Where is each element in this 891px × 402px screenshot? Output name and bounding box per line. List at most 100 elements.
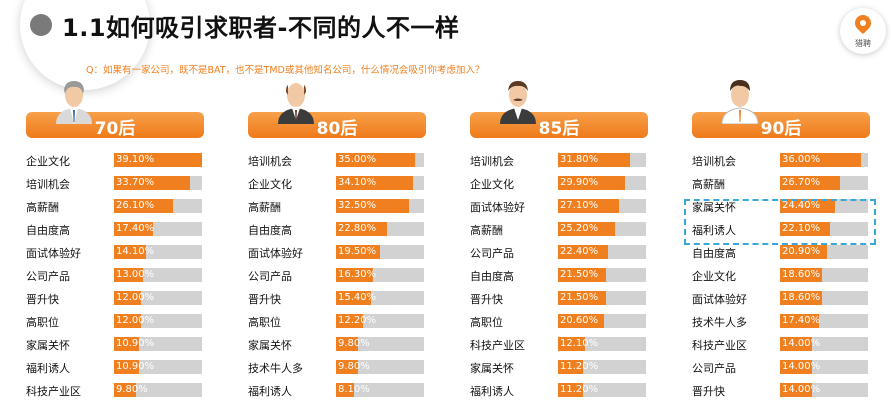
bar-value: 20.60% <box>560 315 599 326</box>
factor-label: 科技产业区 <box>470 339 525 352</box>
generation-label: 85后 <box>538 119 580 139</box>
brand-logo[interactable]: 猎聘 <box>840 8 886 54</box>
factor-list: 企业文化 39.10% 培训机会 33.70% 高薪酬 26.10% 自由度高 17.40% 面… <box>26 149 204 402</box>
factor-label: 晋升快 <box>470 293 503 306</box>
factor-list: 培训机会 36.00% 高薪酬 26.70% 家属关怀 24.40% 福利诱人 22.10% 自… <box>692 149 870 402</box>
bar-track: 27.10% <box>558 199 646 213</box>
bar-value: 35.00% <box>338 154 377 165</box>
bar-fill <box>114 176 190 190</box>
bar-value: 26.70% <box>782 177 821 188</box>
factor-label: 企业文化 <box>692 270 736 283</box>
bar-track: 25.20% <box>558 222 646 236</box>
bar-fill <box>780 314 819 328</box>
factor-row: 企业文化 29.90% <box>470 172 648 195</box>
bar-track: 17.40% <box>780 314 868 328</box>
bar-track: 14.00% <box>780 337 868 351</box>
factor-row: 高职位 12.20% <box>248 310 426 333</box>
bar-track: 19.50% <box>336 245 424 259</box>
factor-row: 公司产品 14.00% <box>692 356 870 379</box>
bar-track: 17.40% <box>114 222 202 236</box>
bar-value: 36.00% <box>782 154 821 165</box>
factor-label: 面试体验好 <box>26 247 81 260</box>
factor-row: 福利诱人 8.10% <box>248 379 426 402</box>
bar-value: 24.40% <box>782 200 821 211</box>
bar-track: 12.00% <box>114 291 202 305</box>
bar-track: 16.30% <box>336 268 424 282</box>
factor-label: 面试体验好 <box>248 247 303 260</box>
bar-fill <box>558 176 625 190</box>
bar-value: 18.60% <box>782 269 821 280</box>
factor-label: 晋升快 <box>248 293 281 306</box>
bar-track: 22.40% <box>558 245 646 259</box>
factor-label: 福利诱人 <box>248 385 292 398</box>
factor-row: 企业文化 34.10% <box>248 172 426 195</box>
factor-row: 培训机会 33.70% <box>26 172 204 195</box>
bar-track: 35.00% <box>336 153 424 167</box>
factor-list: 培训机会 31.80% 企业文化 29.90% 面试体验好 27.10% 高薪酬 25.20%… <box>470 149 648 402</box>
bar-fill <box>114 360 139 374</box>
bar-track: 20.60% <box>558 314 646 328</box>
factor-row: 面试体验好 27.10% <box>470 195 648 218</box>
bar-value: 9.80% <box>116 384 148 395</box>
bar-track: 8.10% <box>336 383 424 397</box>
bar-track: 21.50% <box>558 268 646 282</box>
generation-column: 80后 培训机会 35.00% 企业文化 34.10% 高薪酬 32.50% 自由度高 22.8… <box>248 83 426 402</box>
factor-row: 晋升快 15.40% <box>248 287 426 310</box>
factor-label: 培训机会 <box>248 155 292 168</box>
bar-fill <box>114 222 153 236</box>
bar-fill <box>558 383 583 397</box>
factor-label: 企业文化 <box>248 178 292 191</box>
bar-track: 26.70% <box>780 176 868 190</box>
factor-label: 自由度高 <box>470 270 514 283</box>
bar-value: 21.50% <box>560 269 599 280</box>
bar-track: 24.40% <box>780 199 868 213</box>
factor-row: 家属关怀 11.20% <box>470 356 648 379</box>
factor-label: 面试体验好 <box>692 293 747 306</box>
factor-label: 技术牛人多 <box>692 316 747 329</box>
bar-fill <box>780 291 822 305</box>
factor-label: 公司产品 <box>248 270 292 283</box>
factor-label: 公司产品 <box>692 362 736 375</box>
bar-value: 14.10% <box>116 246 155 257</box>
factor-row: 自由度高 17.40% <box>26 218 204 241</box>
factor-label: 高职位 <box>26 316 59 329</box>
bar-fill <box>780 245 827 259</box>
bar-value: 19.50% <box>338 246 377 257</box>
bar-fill <box>558 268 606 282</box>
bar-fill <box>336 222 387 236</box>
factor-row: 培训机会 31.80% <box>470 149 648 172</box>
bar-track: 10.90% <box>114 337 202 351</box>
bar-track: 31.80% <box>558 153 646 167</box>
bar-fill <box>114 383 136 397</box>
factor-row: 高职位 20.60% <box>470 310 648 333</box>
factor-label: 科技产业区 <box>692 339 747 352</box>
factor-row: 企业文化 18.60% <box>692 264 870 287</box>
brand-logo-text: 猎聘 <box>855 39 871 48</box>
factor-label: 福利诱人 <box>26 362 70 375</box>
bar-track: 18.60% <box>780 291 868 305</box>
highlight-box <box>684 199 876 245</box>
bar-track: 11.20% <box>558 360 646 374</box>
page-title: 1.1如何吸引求职者-不同的人不一样 <box>62 14 460 42</box>
bar-fill <box>558 199 619 213</box>
bar-fill <box>780 383 812 397</box>
factor-label: 晋升快 <box>692 385 725 398</box>
factor-row: 面试体验好 19.50% <box>248 241 426 264</box>
survey-question: Q：如果有一家公司，既不是BAT，也不是TMD或其他知名公司，什么情况会吸引你考… <box>86 65 485 76</box>
factor-row: 福利诱人 11.20% <box>470 379 648 402</box>
factor-row: 公司产品 13.00% <box>26 264 204 287</box>
bar-value: 11.20% <box>560 361 599 372</box>
bar-fill <box>780 268 822 282</box>
location-pin-icon <box>851 11 875 35</box>
bar-fill <box>114 245 146 259</box>
factor-label: 高职位 <box>248 316 281 329</box>
factor-label: 家属关怀 <box>248 339 292 352</box>
factor-row: 晋升快 21.50% <box>470 287 648 310</box>
bald-gray-man-icon <box>52 76 96 124</box>
bar-track: 12.00% <box>114 314 202 328</box>
factor-row: 高薪酬 26.10% <box>26 195 204 218</box>
generation-header: 70后 <box>26 81 204 139</box>
generation-header: 85后 <box>470 81 648 139</box>
factor-row: 家属关怀 10.90% <box>26 333 204 356</box>
bar-value: 11.20% <box>560 384 599 395</box>
